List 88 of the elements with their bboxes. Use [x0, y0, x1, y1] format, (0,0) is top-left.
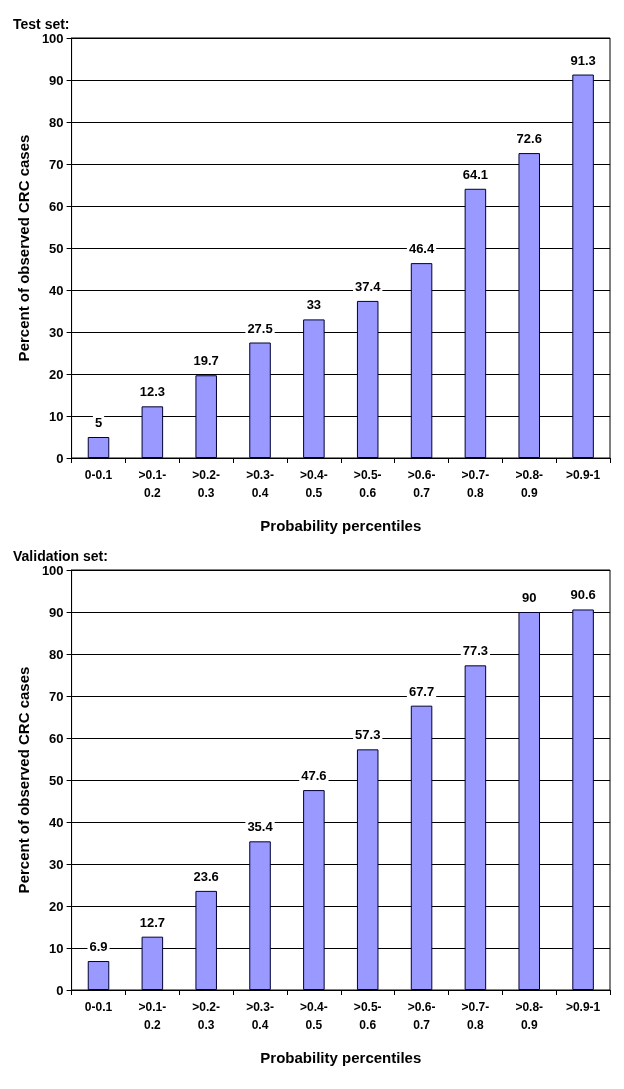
bar	[141, 936, 164, 990]
y-tick-label: 0	[56, 982, 64, 998]
data-label: 33	[306, 297, 322, 313]
x-tick-label: >0.1-0.2	[138, 468, 167, 500]
data-label: 46.4	[408, 241, 435, 257]
bar	[356, 749, 379, 990]
x-axis-title: Probability percentiles	[260, 517, 422, 534]
bar	[195, 375, 217, 458]
x-tick-label: >0.3-0.4	[246, 1000, 274, 1032]
y-tick-label: 30	[49, 324, 64, 340]
bar	[572, 609, 594, 990]
bar	[518, 153, 541, 458]
x-tick-label: >0.2-0.3	[192, 1000, 221, 1032]
x-tick-label: >0.4-0.5	[300, 1000, 328, 1032]
x-tick-label: >0.2-0.3	[192, 468, 221, 500]
y-axis-title: Percent of observed CRC cases	[15, 134, 32, 362]
x-tick-label: >0.9-1	[565, 1000, 601, 1014]
x-tick-label: >0.6-0.7	[407, 468, 436, 500]
y-tick-label: 20	[49, 898, 64, 914]
data-label: 90.6	[570, 587, 596, 603]
data-label: 67.7	[408, 683, 435, 699]
data-label: 57.3	[355, 727, 381, 743]
y-tick-label: 90	[49, 72, 64, 88]
data-label: 77.3	[462, 643, 489, 659]
bar	[303, 790, 325, 990]
bar	[249, 841, 271, 990]
x-axis-title: Probability percentiles	[260, 1049, 422, 1066]
y-tick-label: 60	[49, 730, 64, 746]
chart-title: Validation set:	[13, 548, 108, 564]
data-label: 23.6	[193, 868, 219, 884]
y-tick-label: 90	[49, 604, 64, 620]
x-tick-label: >0.8-0.9	[515, 468, 544, 500]
chart-title: Test set:	[13, 16, 70, 32]
x-tick-label: >0.5-0.6	[353, 468, 382, 500]
bar	[87, 437, 110, 458]
bar	[410, 705, 433, 990]
bar	[303, 319, 325, 458]
bar	[572, 74, 594, 458]
x-tick-label: >0.6-0.7	[407, 1000, 436, 1032]
y-tick-label: 50	[49, 240, 64, 256]
bar	[464, 188, 487, 458]
y-axis-title: Percent of observed CRC cases	[15, 666, 32, 894]
data-label: 47.6	[301, 768, 327, 784]
x-tick-label: >0.1-0.2	[138, 1000, 167, 1032]
y-tick-label: 80	[49, 114, 64, 130]
y-tick-label: 60	[49, 198, 64, 214]
y-tick-label: 10	[49, 408, 64, 424]
y-tick-label: 40	[49, 814, 64, 830]
bar	[195, 890, 217, 990]
x-tick-label: 0-0.1	[84, 468, 113, 482]
data-label: 6.9	[89, 939, 108, 955]
y-tick-label: 30	[49, 856, 64, 872]
data-label: 64.1	[462, 166, 489, 182]
y-tick-label: 100	[41, 30, 64, 46]
bar	[410, 263, 433, 458]
y-tick-label: 100	[41, 562, 64, 578]
data-label: 72.6	[516, 131, 542, 147]
data-label: 90	[522, 590, 537, 605]
y-tick-label: 70	[49, 156, 64, 172]
y-tick-label: 10	[49, 940, 64, 956]
x-tick-label: >0.7-0.8	[461, 468, 490, 500]
data-label: 12.3	[139, 384, 166, 400]
bar	[141, 406, 164, 458]
bar	[356, 300, 379, 458]
data-label: 35.4	[247, 819, 274, 835]
x-tick-label: >0.9-1	[565, 468, 601, 482]
x-tick-label: >0.7-0.8	[461, 1000, 490, 1032]
bar	[249, 342, 271, 458]
y-tick-label: 80	[49, 646, 64, 662]
y-tick-label: 50	[49, 772, 64, 788]
y-tick-label: 40	[49, 282, 64, 298]
x-tick-label: 0-0.1	[84, 1000, 113, 1014]
bar	[464, 665, 487, 990]
x-tick-label: >0.4-0.5	[300, 468, 328, 500]
data-label: 37.4	[355, 278, 382, 294]
x-tick-label: >0.8-0.9	[515, 1000, 544, 1032]
x-tick-label: >0.5-0.6	[353, 1000, 382, 1032]
y-tick-label: 20	[49, 366, 64, 382]
data-label: 19.7	[193, 353, 219, 369]
y-tick-label: 0	[56, 450, 64, 466]
data-label: 27.5	[247, 320, 273, 336]
data-label: 5	[94, 415, 103, 430]
data-label: 12.7	[139, 914, 166, 930]
bar	[87, 961, 110, 990]
data-label: 91.3	[570, 52, 596, 68]
y-tick-label: 70	[49, 688, 64, 704]
x-tick-label: >0.3-0.4	[246, 468, 274, 500]
bar	[518, 612, 541, 990]
